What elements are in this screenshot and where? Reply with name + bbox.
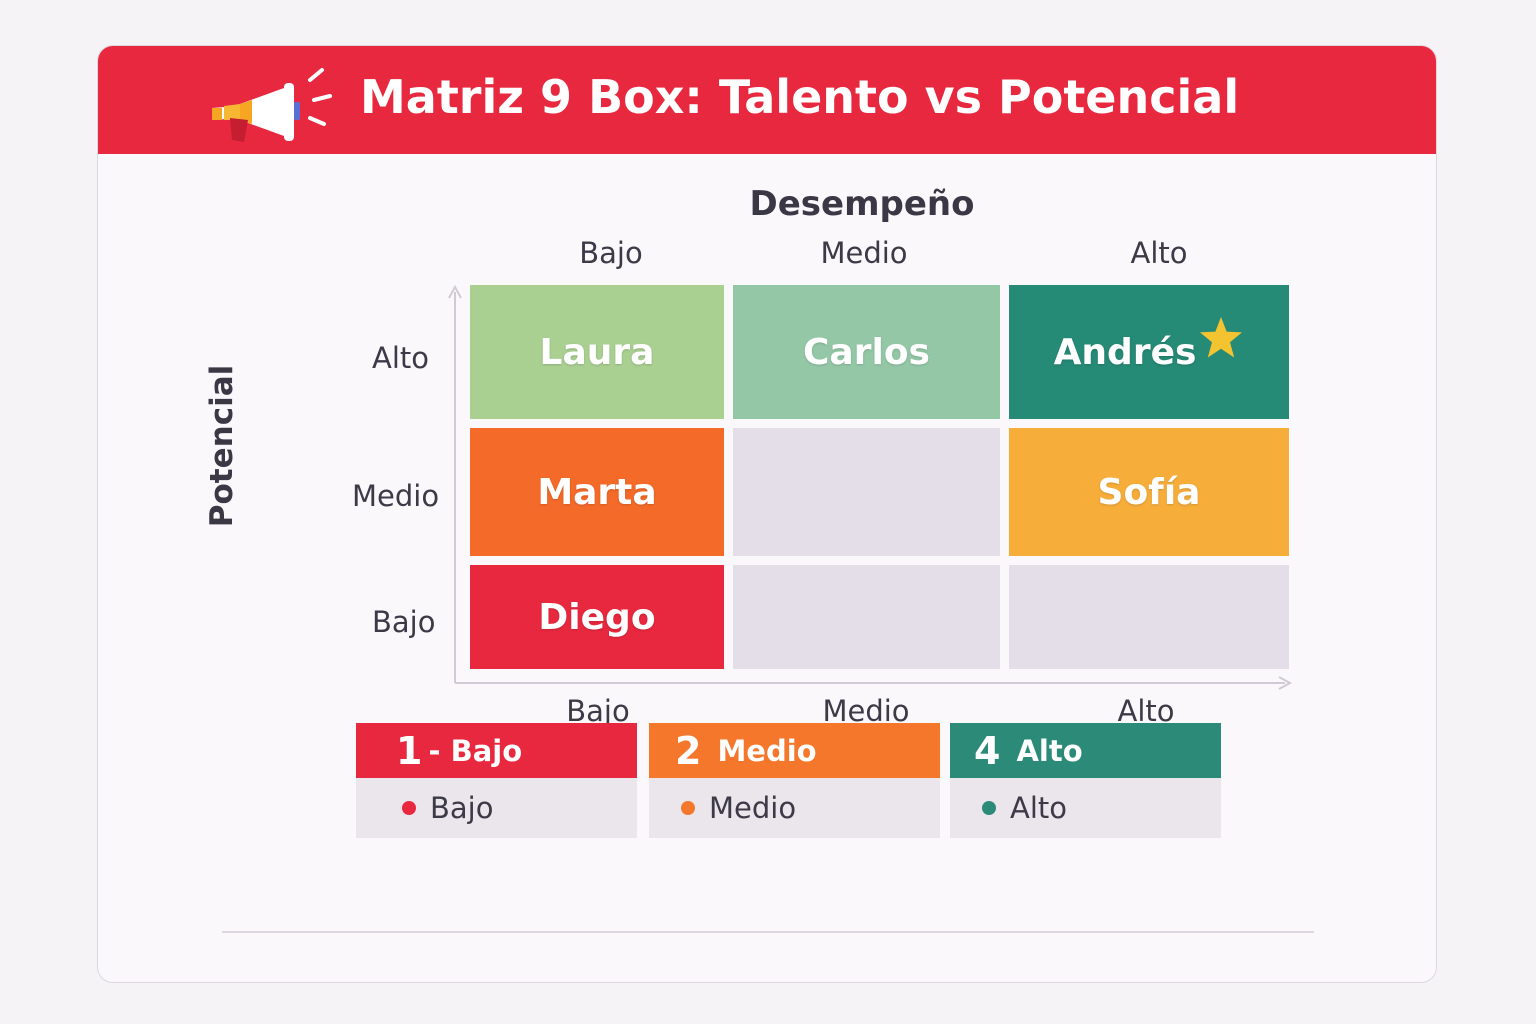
x-tick-top-medio: Medio	[820, 236, 908, 270]
cell-alto-bajo[interactable]: Laura	[470, 285, 724, 419]
x-tick-top-alto: Alto	[1130, 236, 1188, 270]
legend-bajo: 1 - Bajo Bajo	[356, 723, 637, 838]
y-tick-bajo: Bajo	[372, 605, 436, 639]
legend-label: Medio	[717, 733, 817, 768]
bullet-dot-icon	[982, 801, 996, 815]
legend-item-label: Bajo	[430, 791, 494, 825]
legend-number: 2	[675, 728, 702, 773]
legend-header: 2 Medio	[649, 723, 940, 778]
legend-header: 4 Alto	[950, 723, 1221, 778]
employee-name: Marta	[537, 471, 657, 513]
star-icon	[1200, 317, 1243, 358]
legend-item-label: Alto	[1010, 791, 1068, 825]
cell-bajo-bajo[interactable]: Diego	[470, 565, 724, 669]
x-tick-bottom-alto: Alto	[1117, 694, 1175, 728]
x-tick-bottom-bajo: Bajo	[566, 694, 630, 728]
page-title: Matriz 9 Box: Talento vs Potencial	[360, 70, 1240, 124]
employee-name: Carlos	[803, 331, 930, 373]
megaphone-icon	[212, 68, 332, 142]
cell-alto-medio[interactable]: Carlos	[733, 285, 1000, 419]
bullet-dot-icon	[402, 801, 416, 815]
cell-medio-alto[interactable]: Sofía	[1009, 428, 1289, 556]
legend-item: Medio	[649, 778, 940, 838]
cell-alto-alto[interactable]: Andrés	[1009, 285, 1289, 419]
legend-label: - Bajo	[428, 733, 523, 768]
legend-item: Bajo	[356, 778, 637, 838]
x-tick-bottom-medio: Medio	[822, 694, 910, 728]
x-axis-title: Desempeño	[749, 184, 975, 224]
legend-item-label: Medio	[709, 791, 797, 825]
bullet-dot-icon	[681, 801, 695, 815]
employee-name: Andrés	[1053, 331, 1197, 373]
cell-medio-bajo[interactable]: Marta	[470, 428, 724, 556]
employee-name: Sofía	[1097, 471, 1201, 513]
y-tick-alto: Alto	[372, 341, 430, 375]
legend-item: Alto	[950, 778, 1221, 838]
legend-medio: 2 Medio Medio	[649, 723, 940, 838]
employee-name: Laura	[539, 331, 655, 373]
cell-bajo-medio[interactable]	[733, 565, 1000, 669]
y-tick-medio: Medio	[352, 479, 440, 513]
x-tick-top-bajo: Bajo	[579, 236, 643, 270]
legend-number: 1	[396, 728, 423, 773]
legend-header: 1 - Bajo	[356, 723, 637, 778]
employee-name: Diego	[538, 596, 656, 638]
cell-medio-medio[interactable]	[733, 428, 1000, 556]
legend-alto: 4 Alto Alto	[950, 723, 1221, 838]
footer-divider	[222, 931, 1314, 933]
header-bar: Matriz 9 Box: Talento vs Potencial	[98, 46, 1436, 154]
legend-label: Alto	[1016, 733, 1083, 768]
legend-number: 4	[974, 728, 1001, 773]
cell-bajo-alto[interactable]	[1009, 565, 1289, 669]
